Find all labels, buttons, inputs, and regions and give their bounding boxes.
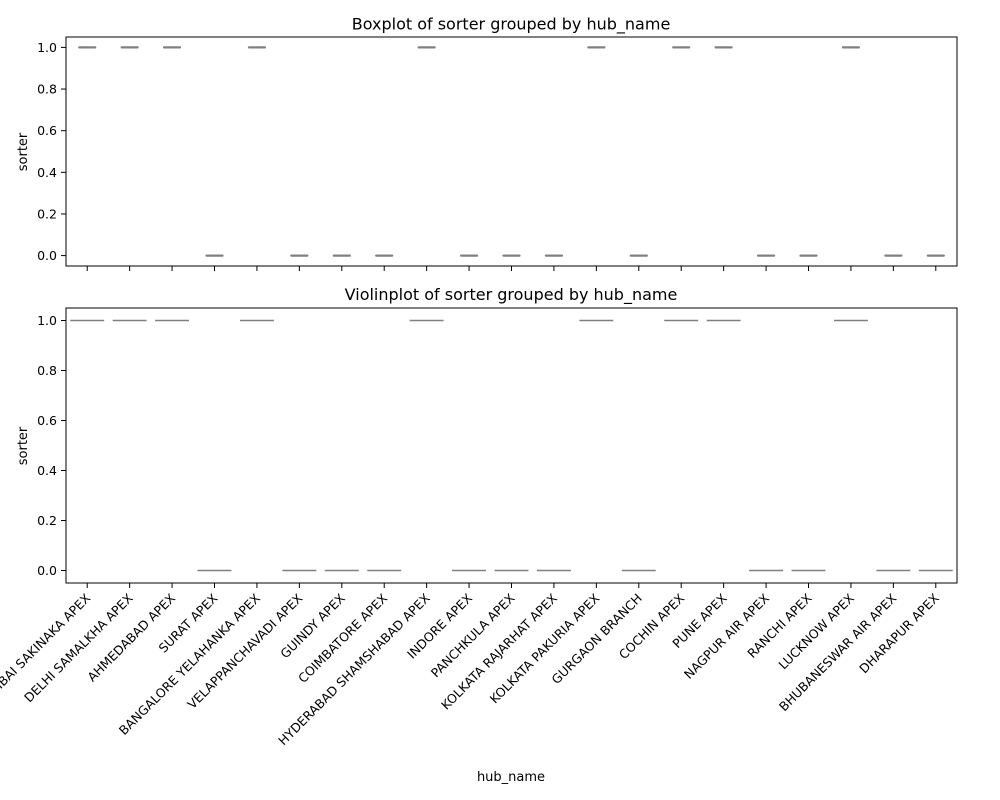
- y-tick-label: 1.0: [37, 313, 57, 328]
- violinplot-y-axis-label: sorter: [16, 426, 31, 465]
- violinplot-x-axis-label: hub_name: [477, 770, 545, 785]
- boxplot-axes-frame: [65, 36, 958, 267]
- y-tick-label: 0.0: [37, 563, 57, 578]
- y-tick-label: 0.8: [37, 82, 57, 97]
- y-tick-label: 0.4: [37, 463, 57, 478]
- boxplot-y-axis-label: sorter: [16, 132, 31, 171]
- y-tick-label: 0.4: [37, 165, 57, 180]
- y-tick-label: 0.0: [37, 248, 57, 263]
- y-tick-label: 0.2: [37, 206, 57, 221]
- y-tick-label: 0.6: [37, 123, 57, 138]
- y-tick-label: 0.2: [37, 513, 57, 528]
- boxplot-x-ticks: [86, 266, 937, 271]
- boxplot-title: Boxplot of sorter grouped by hub_name: [352, 15, 671, 35]
- violinplot-marks: [70, 319, 953, 572]
- violinplot-y-ticks: 0.0 0.2 0.4 0.6 0.8 1.0: [37, 313, 66, 578]
- boxplot-marks: [78, 46, 945, 257]
- violinplot-axes-frame: [65, 307, 958, 584]
- y-tick-label: 0.6: [37, 413, 57, 428]
- boxplot-panel: Boxplot of sorter grouped by hub_name so…: [16, 15, 958, 271]
- y-tick-label: 1.0: [37, 40, 57, 55]
- boxplot-y-ticks: 0.0 0.2 0.4 0.6 0.8 1.0: [37, 40, 66, 263]
- y-tick-label: 0.8: [37, 363, 57, 378]
- violinplot-title: Violinplot of sorter grouped by hub_name: [345, 285, 678, 305]
